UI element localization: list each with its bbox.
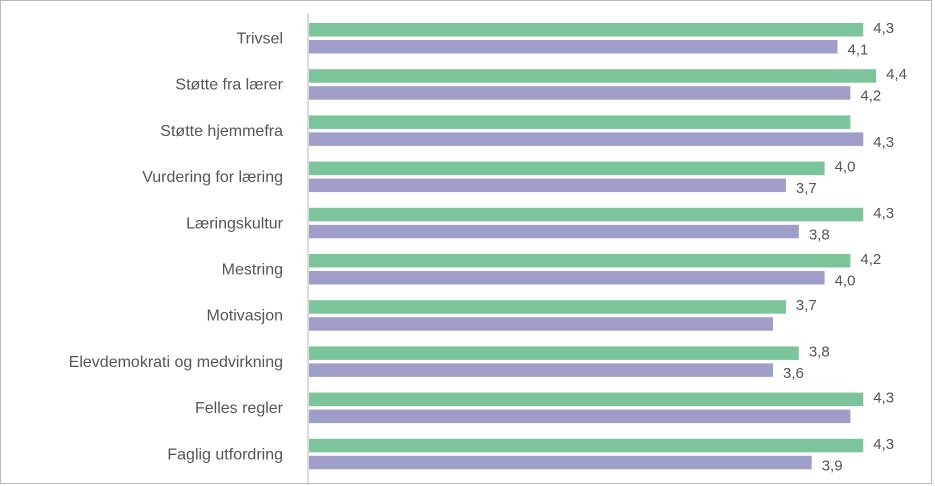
category-label: Felles regler [195, 400, 284, 417]
bar-purple [309, 317, 774, 331]
bar-purple [309, 40, 838, 54]
value-label: 4,3 [873, 436, 894, 453]
value-label: 4,4 [886, 66, 907, 83]
bar-purple [309, 132, 864, 146]
category-label: Læringskultur [186, 215, 284, 232]
bar-purple [309, 409, 851, 424]
bar-green [309, 69, 877, 83]
value-label: 4,2 [860, 251, 881, 268]
bar-purple [309, 86, 851, 100]
value-label: 4,3 [873, 134, 894, 151]
value-label: 4,3 [873, 390, 894, 407]
bar-purple [309, 271, 825, 285]
bar-green [309, 438, 864, 453]
bars [309, 23, 877, 470]
category-label: Motivasjon [207, 308, 283, 325]
value-label: 4,0 [835, 159, 856, 176]
bar-green [309, 115, 851, 129]
value-label: 4,0 [835, 273, 856, 290]
value-label: 3,8 [809, 226, 830, 243]
category-label: Mestring [222, 262, 283, 279]
category-label: Elevdemokrati og medvirkning [69, 354, 283, 371]
bar-green [309, 207, 864, 222]
value-label: 3,7 [796, 297, 817, 314]
bar-purple [309, 224, 799, 239]
value-labels: 4,34,14,44,24,34,03,74,33,84,24,03,73,83… [783, 20, 907, 474]
value-label: 4,2 [860, 88, 881, 105]
bar-purple [309, 178, 786, 193]
category-label: Støtte hjemmefra [160, 123, 283, 140]
category-label: Trivsel [236, 31, 283, 48]
bar-green [309, 161, 825, 176]
bar-green [309, 392, 864, 407]
value-label: 3,6 [783, 365, 804, 382]
bar-green [309, 346, 799, 360]
bar-purple [309, 455, 812, 470]
bar-purple [309, 363, 774, 377]
value-label: 3,8 [809, 343, 830, 360]
category-label: Vurdering for læring [142, 169, 283, 186]
category-label: Faglig utfordring [167, 446, 283, 463]
category-label: Støtte fra lærer [175, 77, 283, 94]
value-label: 4,3 [873, 20, 894, 37]
value-label: 3,7 [796, 180, 817, 197]
bar-green [309, 254, 851, 268]
category-labels: Trivsel Støtte fra lærer Støtte hjemmefra V… [69, 31, 284, 464]
value-label: 3,9 [822, 457, 843, 474]
value-label: 4,3 [873, 205, 894, 222]
bar-green [309, 300, 786, 314]
bar-green [309, 23, 864, 37]
value-label: 4,1 [847, 42, 868, 59]
